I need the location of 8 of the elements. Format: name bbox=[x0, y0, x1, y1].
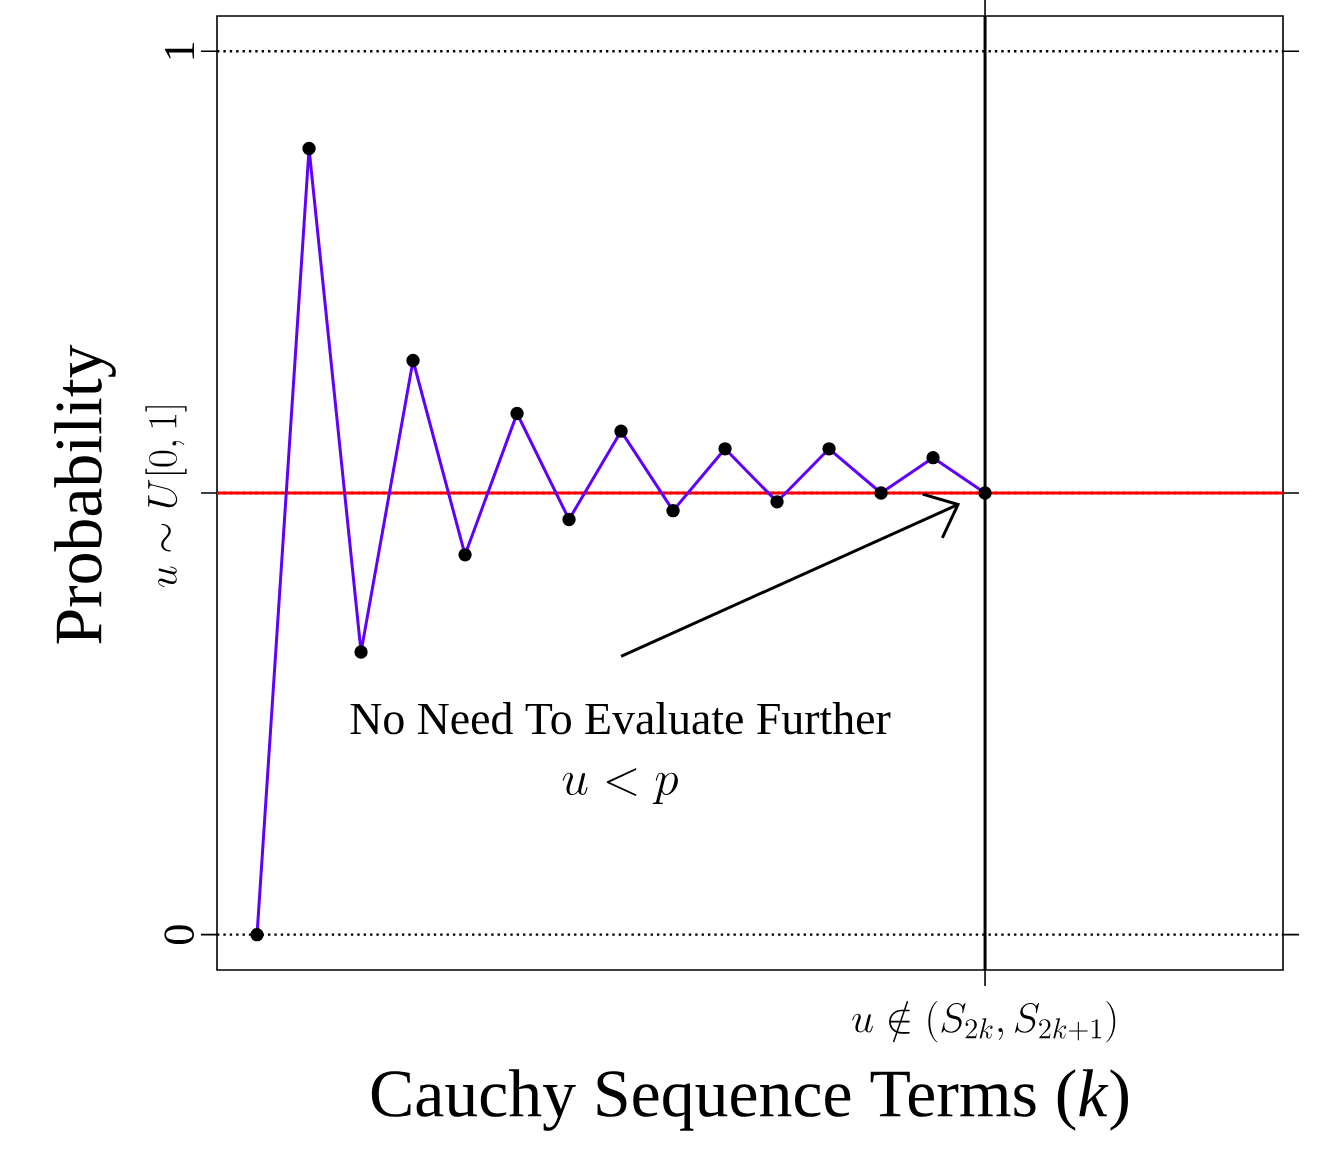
x-axis-title: Cauchy Sequence Terms (k) bbox=[371, 1069, 1128, 1131]
x-tick-label: $u \notin (S_{2k}, S_{2k+1})$ bbox=[852, 1001, 1116, 1043]
y-tick-label: 0 bbox=[164, 925, 194, 944]
annotation: $u < p$ bbox=[562, 768, 678, 805]
text: $u \sim U[0,1]$ bbox=[145, 406, 187, 588]
y-axis-title: Probability bbox=[54, 344, 116, 644]
y-tick-label: 1 bbox=[165, 43, 194, 59]
annotation: No Need To Evaluate Further bbox=[350, 702, 891, 735]
